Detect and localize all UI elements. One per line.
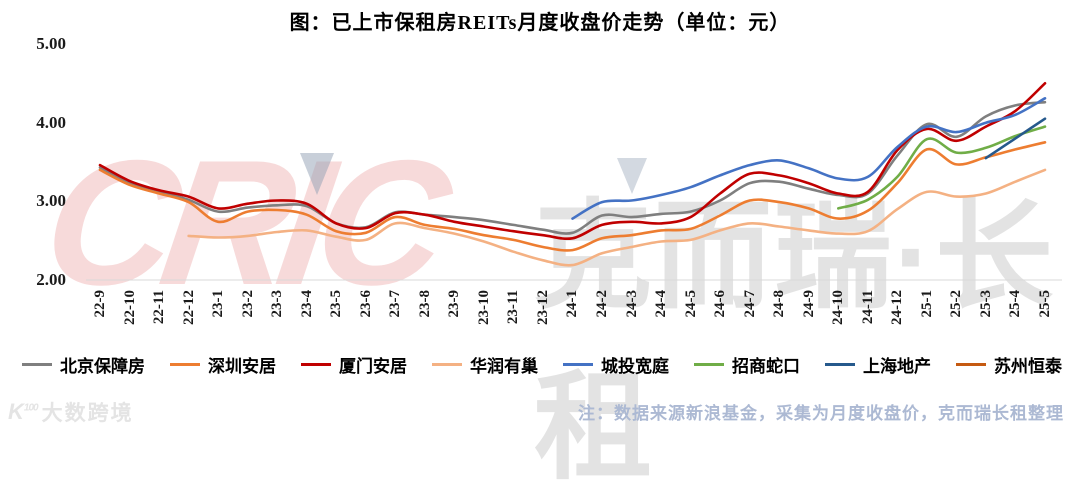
x-axis-label: 23-1 (210, 290, 227, 318)
x-axis-label: 24-10 (830, 290, 847, 325)
x-axis-label: 23-5 (328, 290, 345, 318)
legend-item-北京保障房: 北京保障房 (22, 352, 145, 377)
legend-label: 苏州恒泰 (994, 357, 1062, 376)
x-axis-label: 24-11 (859, 290, 876, 325)
legend-item-招商蛇口: 招商蛇口 (694, 352, 800, 377)
x-axis-label: 23-10 (475, 290, 492, 325)
legend-line-swatch (301, 363, 331, 366)
legend: 北京保障房 深圳安居 厦门安居 华润有巢 城投宽庭 招商蛇口 上海地产 苏州恒泰 (22, 352, 1062, 377)
x-axis-label: 24-12 (889, 290, 906, 325)
legend-label: 招商蛇口 (732, 357, 800, 376)
legend-line-swatch (432, 363, 462, 366)
x-axis-label: 25-1 (918, 290, 935, 318)
series-line-厦门安居 (98, 82, 1047, 240)
logo-mark-icon: K100 (8, 399, 39, 424)
legend-item-苏州恒泰: 苏州恒泰 (956, 352, 1062, 377)
x-axis-label: 25-4 (1007, 290, 1024, 318)
x-axis-label: 24-8 (771, 290, 788, 318)
x-axis-label: 25-2 (948, 290, 965, 318)
series-line-城投宽庭 (571, 97, 1047, 220)
x-axis-label: 24-3 (623, 290, 640, 318)
chart-title: 图：已上市保租房REITs月度收盘价走势（单位：元） (289, 12, 791, 34)
legend-label: 深圳安居 (208, 357, 276, 376)
legend-item-深圳安居: 深圳安居 (170, 352, 276, 377)
x-axis-label: 24-7 (741, 290, 758, 318)
legend-line-swatch (563, 363, 593, 366)
series-line-上海地产 (984, 117, 1047, 160)
series-line-深圳安居 (98, 141, 1047, 252)
x-axis-label: 24-5 (682, 290, 699, 318)
x-axis-label: 25-3 (977, 290, 994, 318)
series-line-北京保障房 (98, 100, 1047, 235)
x-axis-label: 23-8 (416, 290, 433, 318)
x-axis-label: 23-11 (505, 290, 522, 325)
legend-label: 北京保障房 (60, 357, 145, 376)
legend-line-swatch (956, 363, 986, 366)
y-axis-label: 4.00 (36, 112, 66, 132)
y-axis-label: 2.00 (36, 270, 66, 289)
series-line-招商蛇口 (837, 125, 1047, 210)
x-axis-label: 23-6 (357, 290, 374, 318)
legend-label: 华润有巢 (470, 357, 538, 376)
x-axis-label: 22-9 (92, 290, 108, 318)
legend-label: 厦门安居 (339, 357, 407, 376)
source-note: 注：数据来源新浪基金，采集为月度收盘价，克而瑞长租整理 (578, 404, 1064, 423)
x-axis-label: 23-7 (387, 290, 404, 318)
x-axis-label: 24-9 (800, 290, 817, 318)
x-axis-label: 23-3 (269, 290, 286, 318)
legend-label: 上海地产 (863, 357, 931, 376)
x-axis-label: 23-12 (534, 290, 551, 325)
legend-line-swatch (22, 363, 52, 366)
y-axis-label: 5.00 (36, 34, 66, 53)
x-axis-label: 22-12 (180, 290, 197, 325)
x-axis-label: 24-2 (594, 290, 610, 318)
y-axis-label: 3.00 (36, 191, 66, 211)
series-line-华润有巢 (187, 168, 1047, 267)
legend-item-上海地产: 上海地产 (825, 352, 931, 377)
line-plot (86, 82, 1062, 281)
chart-canvas: 图：已上市保租房REITs月度收盘价走势（单位：元） CRIC 克而瑞·长租 5… (8, 12, 1064, 494)
x-axis-label: 24-1 (564, 290, 581, 318)
legend-item-厦门安居: 厦门安居 (301, 352, 407, 377)
dashukuajing-logo: K100 大数跨境 (8, 399, 134, 425)
legend-line-swatch (694, 363, 724, 366)
x-axis-label: 22-10 (121, 290, 138, 325)
legend-line-swatch (825, 363, 855, 366)
x-axis-label: 24-4 (653, 290, 670, 318)
legend-item-城投宽庭: 城投宽庭 (563, 352, 669, 377)
x-axis-label: 23-2 (239, 290, 256, 318)
x-axis-label: 25-5 (1036, 290, 1053, 318)
x-axis-label: 22-11 (151, 290, 168, 325)
legend-label: 城投宽庭 (601, 357, 669, 376)
x-axis-label: 23-4 (298, 290, 315, 318)
x-axis-label: 23-9 (446, 290, 463, 318)
legend-line-swatch (170, 363, 200, 366)
x-axis-label: 24-6 (712, 290, 729, 318)
legend-item-华润有巢: 华润有巢 (432, 352, 538, 377)
